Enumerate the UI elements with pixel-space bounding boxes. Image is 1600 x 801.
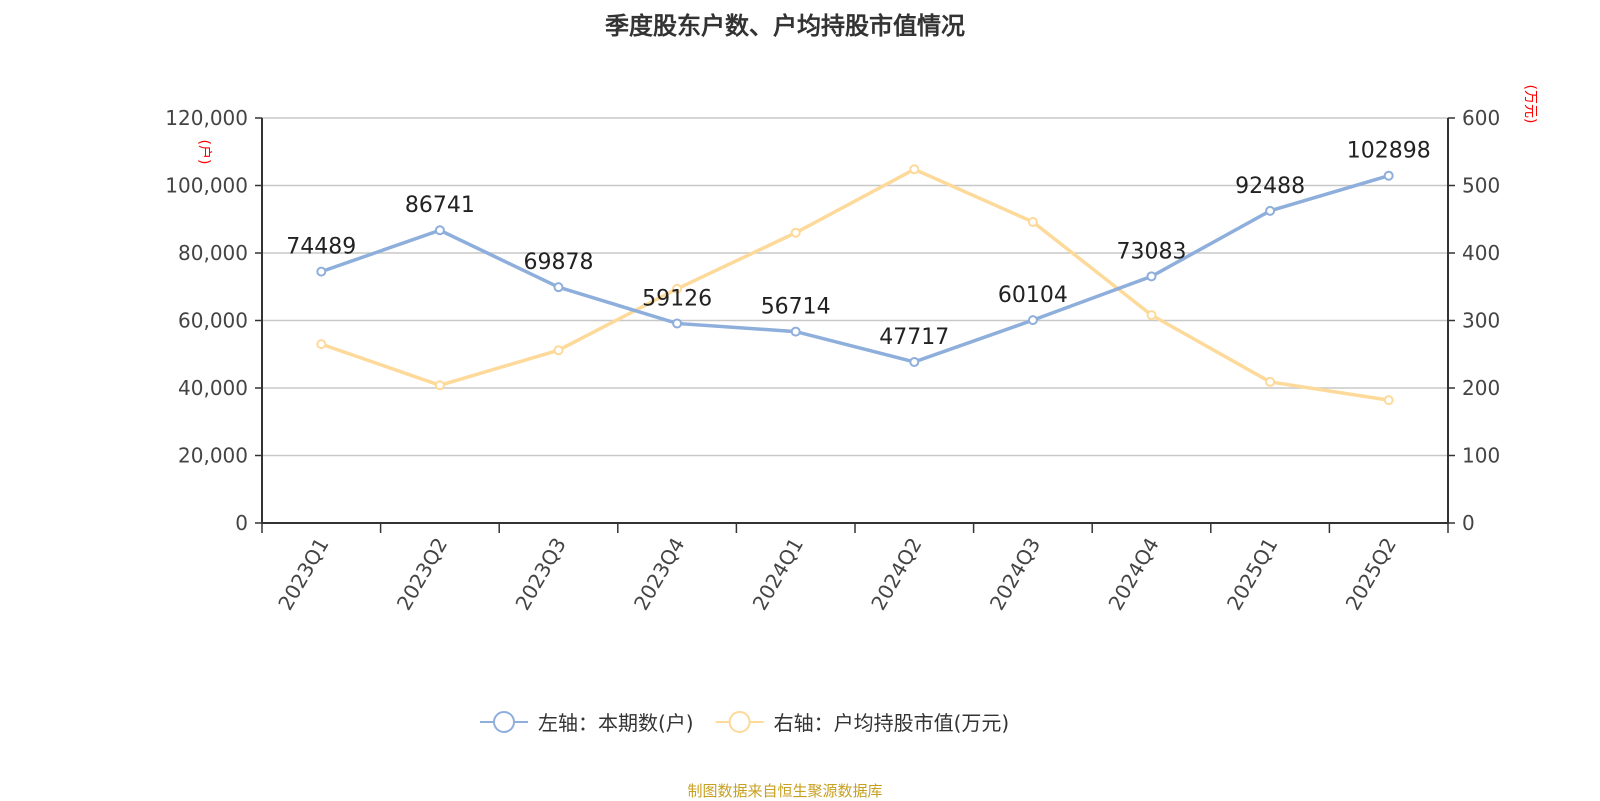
right-tick-label: 600	[1462, 106, 1500, 130]
x-tick-label: 2023Q3	[510, 534, 570, 615]
data-point	[1146, 310, 1157, 321]
left-tick-label: 40,000	[178, 376, 248, 400]
data-label: 69878	[524, 250, 594, 275]
data-label: 74489	[286, 235, 356, 260]
data-point	[1146, 271, 1157, 282]
x-tick-label: 2023Q1	[273, 534, 333, 615]
chart-title: 季度股东户数、户均持股市值情况	[605, 12, 965, 40]
data-point	[1027, 315, 1038, 326]
data-point	[672, 283, 683, 294]
data-point	[553, 282, 564, 293]
data-point	[316, 266, 327, 277]
x-tick-label: 2025Q2	[1341, 534, 1401, 615]
data-point	[1383, 170, 1394, 181]
left-tick-label: 120,000	[165, 106, 248, 130]
data-point	[434, 225, 445, 236]
data-point	[316, 339, 327, 350]
right-tick-label: 500	[1462, 174, 1500, 198]
left-tick-label: 60,000	[178, 309, 248, 333]
data-label: 92488	[1235, 174, 1305, 199]
left-tick-label: 100,000	[165, 174, 248, 198]
left-tick-label: 20,000	[178, 444, 248, 468]
data-label: 47717	[879, 325, 949, 350]
right-tick-label: 400	[1462, 241, 1500, 265]
data-label: 59126	[642, 286, 712, 311]
legend-marker	[728, 711, 751, 733]
x-tick-label: 2024Q1	[748, 534, 808, 615]
data-point	[1383, 395, 1394, 406]
data-point	[790, 227, 801, 238]
right-tick-label: 300	[1462, 309, 1500, 333]
legend-label: 右轴：户均持股市值(万元)	[774, 711, 1010, 735]
data-point	[672, 318, 683, 329]
source-note: 制图数据来自恒生聚源数据库	[687, 782, 883, 800]
data-point	[909, 356, 920, 367]
x-tick-label: 2024Q4	[1103, 534, 1163, 615]
left-tick-label: 80,000	[178, 241, 248, 265]
series-line	[320, 174, 1390, 364]
x-tick-label: 2024Q3	[985, 534, 1045, 615]
right-axis-unit: (万元)	[1522, 85, 1538, 124]
legend-marker	[493, 711, 515, 733]
data-label: 56714	[761, 295, 831, 320]
x-tick-label: 2023Q2	[392, 534, 452, 615]
legend-label: 左轴：本期数(户)	[538, 711, 694, 735]
right-tick-label: 0	[1462, 511, 1475, 535]
series-line	[320, 167, 1389, 402]
data-label: 86741	[405, 193, 475, 218]
left-tick-label: 0	[235, 511, 248, 535]
data-label: 73083	[1117, 239, 1187, 264]
x-tick-label: 2023Q4	[629, 534, 689, 615]
x-tick-label: 2025Q1	[1222, 534, 1282, 615]
left-axis-unit: (户)	[196, 140, 213, 165]
data-label: 60104	[998, 283, 1068, 308]
data-point	[553, 345, 564, 356]
x-tick-label: 2024Q2	[866, 534, 926, 615]
data-label: 102898	[1347, 139, 1431, 164]
data-point	[790, 326, 801, 337]
right-tick-label: 200	[1462, 376, 1500, 400]
right-tick-label: 100	[1462, 444, 1500, 468]
data-point	[1265, 376, 1276, 387]
data-point	[909, 164, 920, 175]
data-point	[1265, 205, 1276, 216]
data-point	[1027, 216, 1038, 227]
data-point	[434, 380, 445, 391]
